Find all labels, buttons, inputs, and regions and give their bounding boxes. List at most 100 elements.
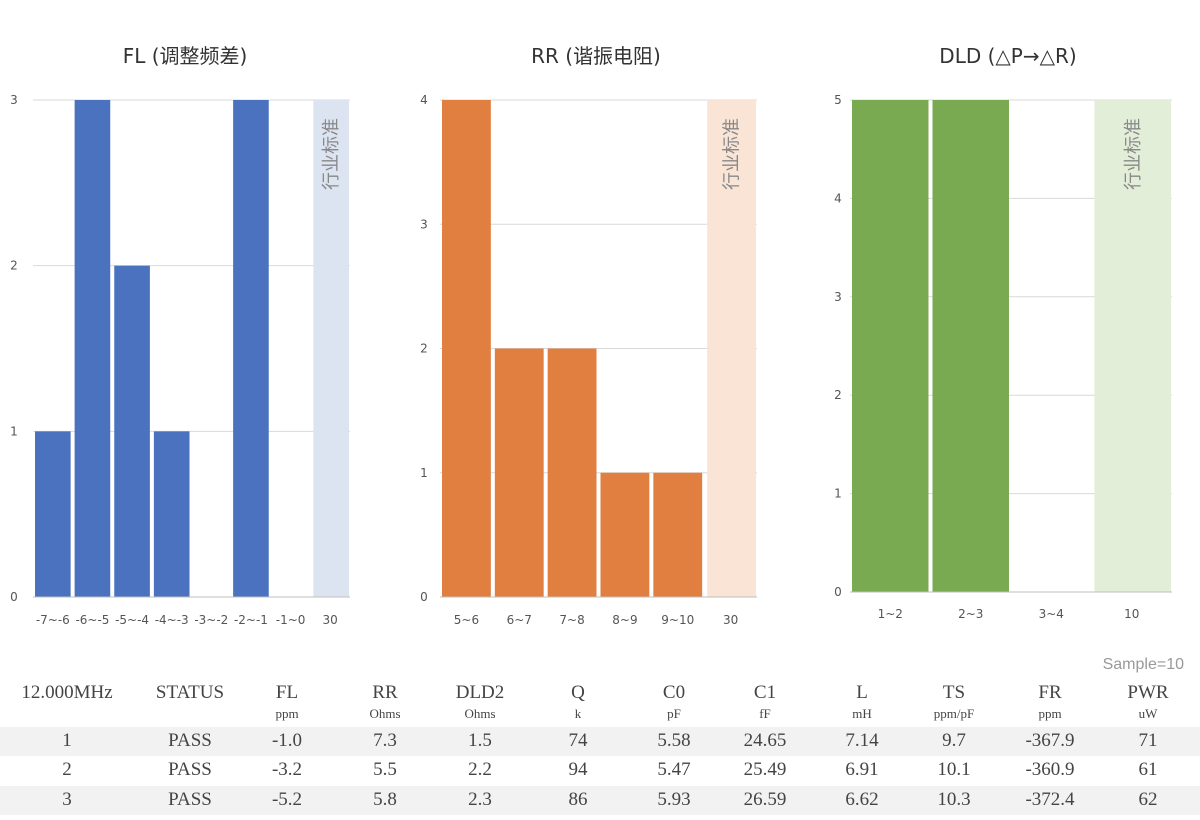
chart-title: RR (谐振电阻) bbox=[531, 44, 661, 68]
table-cell: FL bbox=[275, 682, 299, 703]
band-label: 行业标准 bbox=[722, 118, 743, 190]
x-tick-label: 8~9 bbox=[612, 613, 637, 627]
table-cell: 26.59 bbox=[743, 788, 787, 810]
industry-standard-band bbox=[707, 100, 756, 597]
bar bbox=[153, 431, 190, 597]
table-cell: 7.14 bbox=[845, 729, 879, 751]
table-cell: -5.2 bbox=[271, 788, 303, 810]
table-units: ppm Ohms Ohms k pF fF mH ppm/pF ppm uW bbox=[0, 706, 1200, 727]
industry-standard-band bbox=[313, 100, 349, 597]
table-cell: ppm bbox=[275, 705, 299, 721]
table-cell: 74 bbox=[568, 729, 588, 751]
table-cell: 5.5 bbox=[373, 759, 397, 780]
y-tick-label: 3 bbox=[420, 217, 428, 231]
x-tick-label: -7~-6 bbox=[36, 613, 70, 627]
bar bbox=[233, 100, 269, 597]
table-cell: 12.000MHz bbox=[21, 682, 113, 703]
table-cell: PASS bbox=[168, 759, 212, 780]
band-label: 行业标准 bbox=[1123, 118, 1144, 190]
table-cell: DLD2 bbox=[455, 682, 505, 703]
x-tick-label: 6~7 bbox=[507, 613, 532, 627]
x-tick-label: -4~-3 bbox=[155, 613, 189, 627]
table-cell: -372.4 bbox=[1025, 788, 1075, 810]
y-tick-label: 1 bbox=[10, 424, 18, 438]
table-cell: 2.3 bbox=[468, 788, 492, 810]
y-tick-label: 2 bbox=[834, 388, 842, 402]
y-tick-label: 3 bbox=[834, 290, 842, 304]
table-cell: L bbox=[856, 682, 868, 703]
table-cell: PASS bbox=[168, 729, 212, 751]
table-cell: 6.91 bbox=[845, 759, 879, 780]
table-cell: mH bbox=[852, 705, 872, 721]
table-header: 12.000MHz STATUS FL RR DLD2 Q C0 C1 L TS FR PWR bbox=[0, 680, 1200, 710]
table-cell: 7.3 bbox=[373, 729, 397, 751]
table-cell: 10.3 bbox=[937, 788, 971, 810]
table-cell: Ohms bbox=[464, 705, 496, 721]
table-cell: Q bbox=[571, 682, 585, 703]
table-cell: 2 bbox=[62, 759, 72, 780]
x-tick-label: 1~2 bbox=[878, 607, 903, 621]
bar bbox=[932, 100, 1009, 592]
table-cell: fF bbox=[759, 705, 771, 721]
x-tick-label: 7~8 bbox=[559, 613, 584, 627]
table-cell: PWR bbox=[1127, 682, 1169, 703]
x-tick-label: 9~10 bbox=[661, 613, 694, 627]
chart-title: FL (调整频差) bbox=[123, 44, 248, 68]
y-tick-label: 3 bbox=[10, 93, 18, 107]
table-cell: C1 bbox=[753, 682, 777, 703]
table-cell: 61 bbox=[1138, 759, 1158, 780]
x-tick-label: -5~-4 bbox=[115, 613, 149, 627]
bar bbox=[442, 100, 491, 597]
table-cell: 25.49 bbox=[743, 759, 787, 780]
x-tick-label: 3~4 bbox=[1039, 607, 1064, 621]
bar bbox=[494, 348, 544, 597]
charts-area: FL (调整频差) 0 1 2 3 -7~-6 -6~-5 -5~-4 -4~-3 -3~-2 -2… bbox=[10, 44, 1172, 627]
results-table: 12.000MHz STATUS FL RR DLD2 Q C0 C1 L TS FR PWR ppm O… bbox=[0, 680, 1200, 815]
table-cell: RR bbox=[372, 682, 398, 703]
x-tick-label: -6~-5 bbox=[75, 613, 109, 627]
y-tick-label: 1 bbox=[420, 466, 428, 480]
table-cell: -360.9 bbox=[1025, 759, 1075, 780]
table-cell: 5.58 bbox=[657, 729, 691, 751]
table-cell: ppm/pF bbox=[933, 705, 975, 721]
table-cell: ppm bbox=[1038, 705, 1062, 721]
table-cell: 5.93 bbox=[657, 788, 691, 810]
table-cell: Ohms bbox=[369, 705, 401, 721]
table-row: 1 PASS -1.0 7.3 1.5 74 5.58 24.65 7.14 9.7 -367.9 7… bbox=[0, 726, 1200, 756]
y-tick-label: 0 bbox=[420, 590, 428, 604]
chart-title: DLD (△P→△R) bbox=[939, 44, 1076, 68]
bar bbox=[74, 100, 111, 597]
table-cell: 62 bbox=[1138, 788, 1158, 810]
x-tick-label: -1~0 bbox=[276, 613, 306, 627]
table-cell: -367.9 bbox=[1025, 729, 1075, 751]
table-cell: uW bbox=[1138, 705, 1158, 721]
x-tick-label: 30 bbox=[723, 613, 738, 627]
table-cell: 2.2 bbox=[468, 759, 492, 780]
y-tick-label: 4 bbox=[834, 191, 842, 205]
x-tick-label: 5~6 bbox=[454, 613, 479, 627]
industry-standard-band bbox=[1094, 100, 1171, 592]
table-cell: FR bbox=[1038, 682, 1062, 703]
band-label: 行业标准 bbox=[321, 118, 342, 190]
table-cell: 71 bbox=[1138, 729, 1158, 751]
table-row: 2 PASS -3.2 5.5 2.2 94 5.47 25.49 6.91 10.1 -360.9… bbox=[0, 756, 1200, 786]
table-cell: -1.0 bbox=[271, 729, 303, 751]
bar bbox=[600, 472, 650, 597]
y-tick-label: 0 bbox=[10, 590, 18, 604]
y-tick-label: 5 bbox=[834, 93, 842, 107]
y-tick-label: 1 bbox=[834, 487, 842, 501]
bar bbox=[852, 100, 929, 592]
table-cell: 1.5 bbox=[468, 729, 492, 751]
bar bbox=[35, 431, 71, 597]
bar bbox=[653, 472, 703, 597]
y-tick-label: 2 bbox=[420, 342, 428, 356]
sample-count: Sample=10 bbox=[1102, 656, 1184, 673]
bar bbox=[547, 348, 597, 597]
bar bbox=[114, 265, 150, 597]
table-cell: 5.47 bbox=[657, 759, 691, 780]
table-cell: 5.8 bbox=[373, 788, 397, 810]
y-tick-label: 4 bbox=[420, 93, 428, 107]
x-tick-label: 2~3 bbox=[958, 607, 983, 621]
table-cell: pF bbox=[667, 705, 681, 721]
table-cell: 10.1 bbox=[937, 759, 971, 780]
